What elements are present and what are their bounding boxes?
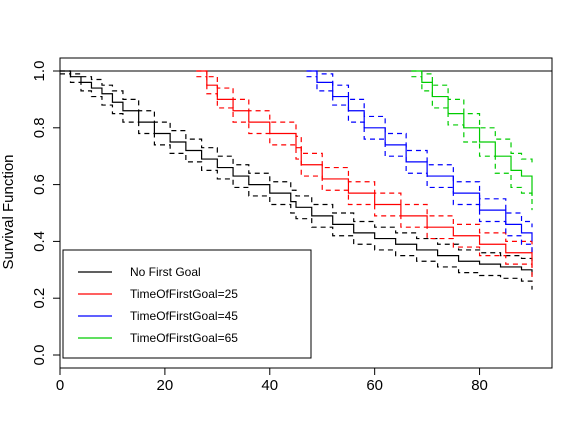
series-3-line xyxy=(411,70,533,196)
legend-item: TimeOfFirstGoal=45 xyxy=(78,309,238,323)
series-2 xyxy=(306,70,533,256)
legend-label: No First Goal xyxy=(130,265,201,279)
y-tick-label: 0.2 xyxy=(31,288,48,309)
legend-label: TimeOfFirstGoal=65 xyxy=(130,331,238,345)
series-1-upper-ci xyxy=(196,70,533,253)
series-1-lower-ci xyxy=(196,76,533,282)
series-0-line xyxy=(60,70,533,276)
series-2-line xyxy=(306,70,533,242)
series-1 xyxy=(196,70,533,282)
x-tick-label: 60 xyxy=(366,377,383,394)
series-2-lower-ci xyxy=(306,76,533,256)
y-tick-label: 0.4 xyxy=(31,231,48,252)
series-0-lower-ci xyxy=(60,73,533,290)
y-tick-label: 0.0 xyxy=(31,345,48,366)
x-tick-label: 20 xyxy=(157,377,174,394)
x-tick-label: 40 xyxy=(261,377,278,394)
y-axis-title: Survival Function xyxy=(0,154,17,269)
y-tick-label: 1.0 xyxy=(31,61,48,82)
series-3-lower-ci xyxy=(411,76,533,211)
legend-item: TimeOfFirstGoal=25 xyxy=(78,287,238,301)
x-tick-label: 80 xyxy=(471,377,488,394)
legend-label: TimeOfFirstGoal=25 xyxy=(130,287,238,301)
y-axis: 0.0 0.2 0.4 0.6 0.8 1.0 xyxy=(31,61,61,366)
y-tick-label: 0.6 xyxy=(31,174,48,195)
legend-box xyxy=(62,249,312,359)
series-layer xyxy=(60,70,533,290)
legend: No First Goal TimeOfFirstGoal=25 TimeOfFir… xyxy=(78,265,238,345)
series-1-line xyxy=(196,70,533,267)
series-0 xyxy=(60,70,533,290)
x-axis: 0 20 40 60 80 xyxy=(56,367,488,394)
legend-item: No First Goal xyxy=(78,265,201,279)
series-2-upper-ci xyxy=(306,70,533,228)
legend-label: TimeOfFirstGoal=45 xyxy=(130,309,238,323)
legend-item: TimeOfFirstGoal=65 xyxy=(78,331,238,345)
y-tick-label: 0.8 xyxy=(31,117,48,138)
x-tick-label: 0 xyxy=(56,377,64,394)
series-3 xyxy=(411,70,533,211)
series-3-upper-ci xyxy=(411,70,533,165)
